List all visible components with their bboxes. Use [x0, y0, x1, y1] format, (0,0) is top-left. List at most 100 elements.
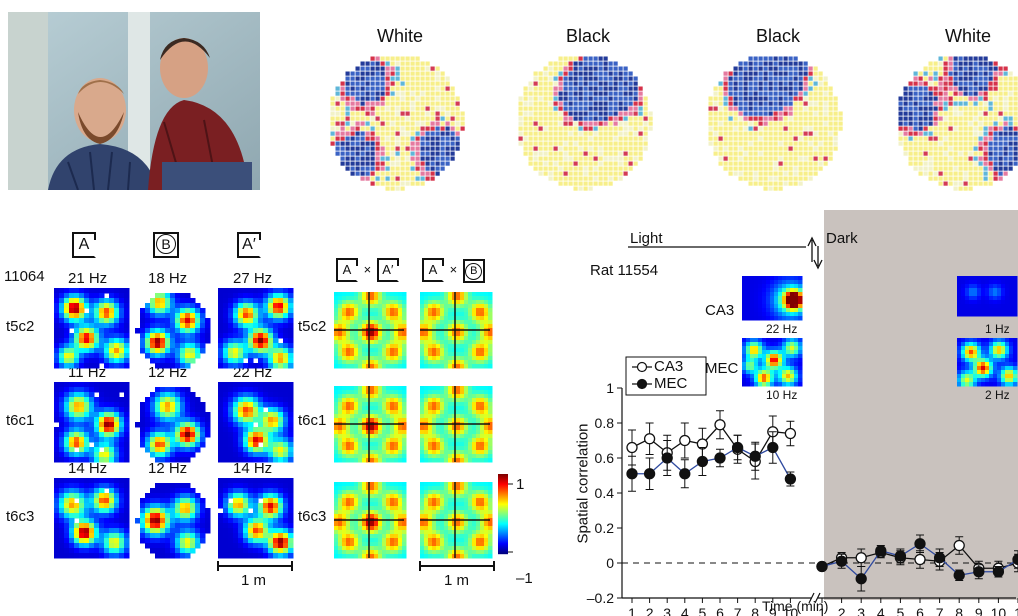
y-tick-label: 0: [606, 555, 614, 571]
corr-map-r3-c2: [420, 482, 493, 559]
colorbar: [498, 474, 513, 555]
point-mec-15: [894, 550, 907, 562]
context-box-a: A: [72, 232, 96, 258]
point-mec-3: [661, 452, 673, 464]
error-bar-mec: [1014, 550, 1018, 569]
x-tick-label: 7: [936, 605, 944, 616]
rate-map-r1-c3: [218, 288, 294, 369]
y-tick-label: 1: [606, 380, 614, 396]
point-mec-18: [953, 569, 965, 581]
error-bar-ca3: [1014, 553, 1018, 573]
inset-mec-light-map: [742, 338, 803, 387]
point-mec-19: [973, 566, 985, 578]
circular-map-1: [330, 56, 465, 191]
photo-two-people: [8, 12, 260, 190]
rate-map-r1-c2: [135, 293, 211, 369]
point-mec-10: [784, 473, 797, 485]
colorbar-max-label: 1: [516, 476, 525, 493]
point-mec-16: [914, 538, 926, 550]
cell-name-2: t6c1: [6, 412, 35, 429]
scale-bars: [217, 561, 495, 571]
scale-bar-label-left: 1 m: [241, 572, 267, 589]
x-tick-label: 1: [1014, 605, 1018, 616]
corr-cell-name-2: t6c1: [298, 412, 327, 429]
corr-map-r2-c2: [420, 386, 493, 463]
corr-header-a-b: A × B: [422, 258, 485, 283]
legend-mec-label: MEC: [654, 375, 688, 392]
point-mec-17: [933, 552, 946, 564]
point-mec-6: [714, 452, 726, 464]
inset-mec-dark-map: [957, 338, 1018, 387]
top-circular-maps: [330, 56, 1018, 191]
rate-map-r3-c2: [135, 483, 211, 559]
chart-legend: [625, 356, 707, 396]
x-tick-label: 10: [783, 605, 799, 616]
cell-rate-maps: [54, 288, 513, 571]
x-tick-label: 10: [991, 605, 1007, 616]
x-tick-label: 1: [818, 605, 826, 616]
light-label: Light: [630, 230, 663, 247]
series-line-ca3: [631, 423, 791, 463]
y-axis-label: Spatial correlation: [574, 423, 592, 544]
legend-ca3-label: CA3: [654, 358, 684, 375]
top-map-label-1: White: [376, 26, 423, 46]
inset-mec-rate-dark: 2 Hz: [985, 388, 1010, 402]
inset-ca3-dark-map: [957, 276, 1018, 317]
series-mec: [626, 431, 1018, 592]
point-mec-7: [731, 441, 744, 454]
point-ca3-2: [643, 433, 656, 445]
point-mec-14: [875, 545, 887, 557]
y-tick-label: 0.2: [595, 520, 615, 536]
x-tick-label: 2: [838, 605, 846, 616]
rate-map-r2-c2: [135, 387, 211, 463]
context-box-b: B: [153, 232, 179, 258]
rat-label: Rat 11554: [590, 262, 659, 279]
point-ca3-1: [626, 441, 638, 454]
rate-r1-c1: 21 Hz: [68, 270, 108, 287]
x-tick-label: 4: [681, 605, 689, 616]
x-tick-label: 8: [751, 605, 759, 616]
circular-map-4: [898, 56, 1018, 191]
inset-mec-rate-light: 10 Hz: [766, 388, 798, 402]
point-ca3-18: [953, 539, 965, 552]
x-axis-label: Time (min): [762, 598, 829, 614]
y-tick-label: 0.4: [595, 485, 615, 501]
corr-map-r1-c1: [334, 292, 407, 369]
inset-ca3-rate-dark: 1 Hz: [985, 322, 1010, 336]
point-mec-20: [992, 566, 1005, 578]
point-mec-21: [1012, 553, 1018, 566]
y-tick-label: 0.6: [595, 450, 615, 466]
x-tick-label: 3: [857, 605, 865, 616]
cell-name-1: t5c2: [6, 318, 35, 335]
corr-cell-name-3: t6c3: [298, 508, 327, 525]
point-mec-8: [749, 450, 761, 462]
top-map-label-3: Black: [755, 26, 800, 46]
y-tick-label: –0.2: [587, 590, 614, 606]
point-mec-9: [767, 441, 779, 454]
inset-ca3-label: CA3: [705, 302, 735, 319]
rate-r1-c3: 27 Hz: [233, 270, 273, 287]
corr-header-a-aprime: A × A′: [336, 258, 399, 282]
x-tick-label: 8: [955, 605, 963, 616]
corr-map-r2-c1: [334, 386, 407, 463]
point-ca3-16: [914, 553, 926, 566]
point-ca3-13: [855, 552, 867, 564]
chart-axes: –0.200.20.40.60.811 2 3 4 5 6 7 8 9 10 1 2 3 4 5 6 7 8 9 10…: [587, 380, 1018, 616]
top-map-label-4: White: [944, 26, 991, 46]
rate-map-r3-c1: [54, 478, 130, 559]
scale-bar-label-right: 1 m: [444, 572, 470, 589]
rate-map-r2-c1: [54, 382, 130, 463]
x-tick-label: 7: [734, 605, 742, 616]
rate-r3-c2: 12 Hz: [148, 460, 188, 477]
x-tick-label: 5: [897, 605, 905, 616]
legend-ca3-marker: [636, 361, 648, 373]
legend-mec-marker: [636, 378, 648, 390]
inset-ca3-rate-light: 22 Hz: [766, 322, 798, 336]
x-tick-label: 9: [769, 605, 777, 616]
corr-cell-name-1: t5c2: [298, 318, 327, 335]
spatial-correlation-chart: –0.200.20.40.60.811 2 3 4 5 6 7 8 9 10 1 2 3 4 5 6 7 8 9 10…: [587, 210, 1018, 616]
point-mec-1: [626, 468, 638, 480]
light-dark-arrows-icon: [807, 236, 823, 270]
point-mec-12: [835, 555, 848, 567]
point-mec-11: [816, 560, 828, 573]
